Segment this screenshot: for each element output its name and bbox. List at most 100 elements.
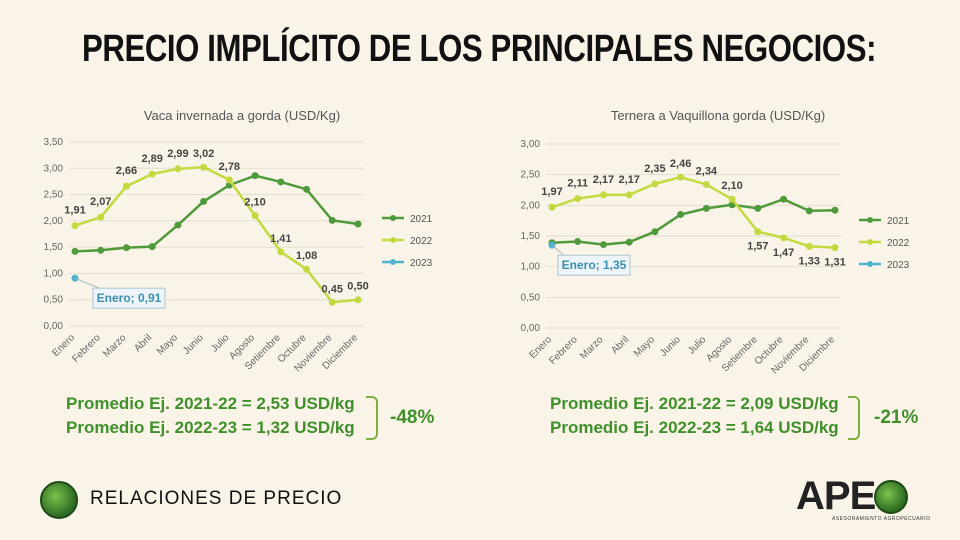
data-label-2022: 2,46	[670, 158, 691, 170]
data-point-2022	[599, 191, 607, 199]
y-tick-label: 3,50	[44, 137, 64, 148]
data-label-2022: 2,66	[116, 165, 137, 177]
data-point-2022	[831, 244, 839, 252]
brace-right	[848, 396, 860, 440]
data-point-2022	[122, 182, 130, 190]
legend-marker-2022	[867, 239, 873, 245]
average-block-left: Promedio Ej. 2021-22 = 2,53 USD/kg Prome…	[66, 392, 355, 440]
y-tick-label: 1,00	[44, 268, 64, 279]
data-point-2022	[97, 213, 105, 221]
data-label-2022: 2,10	[721, 180, 742, 192]
data-point-2022	[574, 195, 582, 203]
data-label-2022: 2,78	[219, 161, 240, 173]
data-point-2021	[625, 238, 633, 246]
chart-ternera-vaquillona: Ternera a Vaquillona gorda (USD/Kg) 0,00 0…	[521, 108, 910, 376]
data-point-2022	[200, 163, 208, 171]
x-tick-label: Julio	[209, 332, 232, 355]
data-label-2022: 2,89	[141, 153, 162, 165]
data-point-2021	[277, 178, 285, 186]
data-point-2022	[805, 242, 813, 250]
x-tick-label: Abril	[609, 334, 631, 356]
data-label-2022: 1,33	[799, 255, 820, 267]
data-point-2022	[328, 298, 336, 306]
callout-text: Enero; 0,91	[97, 291, 162, 305]
x-tick-label: Marzo	[101, 332, 129, 360]
x-tick-label: Marzo	[578, 334, 606, 362]
data-label-2022: 1,31	[824, 257, 845, 269]
data-point-2022	[251, 212, 259, 220]
data-label-2022: 1,97	[541, 186, 562, 198]
data-label-2022: 2,07	[90, 196, 111, 208]
x-tick-label: Junio	[181, 332, 206, 357]
data-point-2022	[225, 176, 233, 184]
data-point-2021	[574, 238, 582, 246]
average-2021-22-left: Promedio Ej. 2021-22 = 2,53 USD/kg	[66, 394, 355, 413]
series-line-2021	[74, 174, 359, 253]
data-point-2021	[754, 204, 762, 212]
grass-logo-icon	[40, 481, 78, 519]
data-label-2022: 2,34	[696, 165, 718, 177]
data-point-2021	[303, 185, 311, 193]
data-label-2022: 2,17	[618, 174, 639, 186]
legend-marker-2022	[390, 237, 396, 243]
chart-title: Vaca invernada a gorda (USD/Kg)	[144, 108, 340, 123]
legend-label-2022: 2022	[887, 238, 910, 249]
brand-logo-icon	[874, 480, 908, 514]
data-point-2022	[548, 203, 556, 211]
y-tick-label: 0,50	[521, 292, 541, 303]
series-line-2022	[74, 165, 359, 304]
data-label-2022: 0,50	[347, 281, 368, 293]
x-tick-label: Julio	[686, 334, 709, 357]
y-tick-label: 1,50	[521, 231, 541, 242]
chart-title: Ternera a Vaquillona gorda (USD/Kg)	[611, 108, 825, 123]
chart-vaca-invernada: Vaca invernada a gorda (USD/Kg) 0,00 0,50 1…	[44, 108, 433, 374]
y-tick-label: 2,50	[44, 190, 64, 201]
data-label-2022: 2,17	[593, 174, 614, 186]
legend-label-2021: 2021	[887, 216, 910, 227]
y-tick-label: 0,00	[521, 323, 541, 334]
x-tick-label: Abril	[132, 332, 154, 354]
change-percent-right: -21%	[874, 407, 919, 428]
x-tick-label: Junio	[658, 334, 683, 359]
data-point-2021	[599, 241, 607, 249]
data-point-2021	[200, 197, 208, 205]
data-label-2022: 1,08	[296, 250, 317, 262]
data-point-2021	[702, 204, 710, 212]
y-tick-label: 3,00	[521, 139, 541, 150]
callout-text: Enero; 1,35	[562, 258, 627, 272]
average-2021-22-right: Promedio Ej. 2021-22 = 2,09 USD/kg	[550, 394, 839, 413]
data-point-2021	[174, 221, 182, 229]
data-point-2022	[702, 180, 710, 188]
data-label-2022: 0,45	[322, 283, 343, 295]
data-point-2021	[677, 211, 685, 219]
brand-logo-text: APE	[796, 474, 876, 518]
x-tick-label: Mayo	[632, 334, 657, 359]
brand-subtitle: ASESORAMIENTO AGROPECUARIO	[832, 516, 931, 522]
data-point-2021	[831, 206, 839, 214]
average-2022-23-left: Promedio Ej. 2022-23 = 1,32 USD/kg	[66, 418, 355, 437]
data-point-2022	[780, 234, 788, 242]
data-point-2022	[651, 180, 659, 188]
data-point-2022	[677, 173, 685, 181]
data-point-2022	[354, 296, 362, 304]
data-point-2022	[625, 191, 633, 199]
change-percent-left: -48%	[390, 407, 435, 428]
data-point-2021	[651, 228, 659, 236]
data-point-2021	[71, 247, 79, 255]
y-tick-label: 2,00	[44, 216, 64, 227]
brace-left	[366, 396, 378, 440]
data-point-2022	[728, 195, 736, 203]
legend-marker-2023	[867, 261, 873, 267]
data-label-2022: 2,11	[567, 178, 588, 190]
data-point-2022	[277, 248, 285, 256]
y-tick-label: 1,00	[521, 262, 541, 273]
x-tick-label: Febrero	[547, 334, 580, 367]
average-block-right: Promedio Ej. 2021-22 = 2,09 USD/kg Prome…	[550, 392, 839, 440]
data-point-2021	[122, 244, 130, 252]
y-tick-label: 0,00	[44, 321, 64, 332]
legend-marker-2021	[390, 215, 396, 221]
callout-box	[92, 287, 166, 309]
data-label-2022: 1,57	[747, 241, 768, 253]
data-label-2022: 2,99	[167, 148, 188, 160]
data-point-2021	[805, 207, 813, 215]
